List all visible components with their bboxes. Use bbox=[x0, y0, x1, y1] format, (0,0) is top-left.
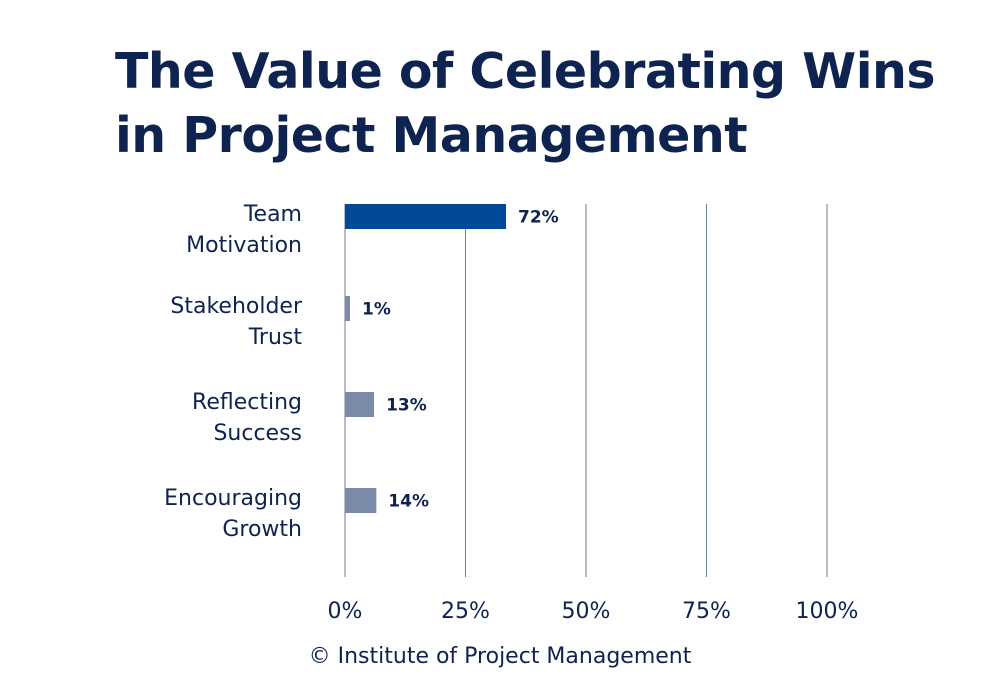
chart-title-line-1: The Value of Celebrating Wins bbox=[115, 43, 936, 100]
category-label: Team bbox=[243, 202, 302, 227]
category-label: Growth bbox=[222, 517, 302, 542]
x-tick-label: 0% bbox=[328, 599, 363, 624]
bar bbox=[345, 296, 350, 321]
chart-title: The Value of Celebrating Wins in Project… bbox=[115, 40, 936, 168]
category-label: Stakeholder bbox=[170, 294, 303, 319]
data-label: 13% bbox=[386, 396, 427, 416]
bar bbox=[345, 488, 377, 513]
copyright-footer: © Institute of Project Management bbox=[308, 644, 692, 669]
chart-title-line-2: in Project Management bbox=[115, 107, 748, 164]
bar bbox=[345, 204, 506, 229]
data-label: 14% bbox=[388, 492, 429, 512]
x-tick-label: 25% bbox=[441, 599, 490, 624]
category-label: Motivation bbox=[186, 233, 302, 258]
bar bbox=[345, 392, 375, 417]
data-label: 1% bbox=[362, 300, 391, 320]
category-label: Encouraging bbox=[164, 486, 302, 511]
category-label: Success bbox=[213, 421, 302, 446]
x-tick-label: 75% bbox=[682, 599, 731, 624]
x-tick-label: 50% bbox=[562, 599, 611, 624]
data-label: 72% bbox=[518, 208, 559, 228]
x-tick-label: 100% bbox=[796, 599, 859, 624]
category-label: Trust bbox=[248, 325, 303, 350]
category-label: Reflecting bbox=[192, 390, 302, 415]
